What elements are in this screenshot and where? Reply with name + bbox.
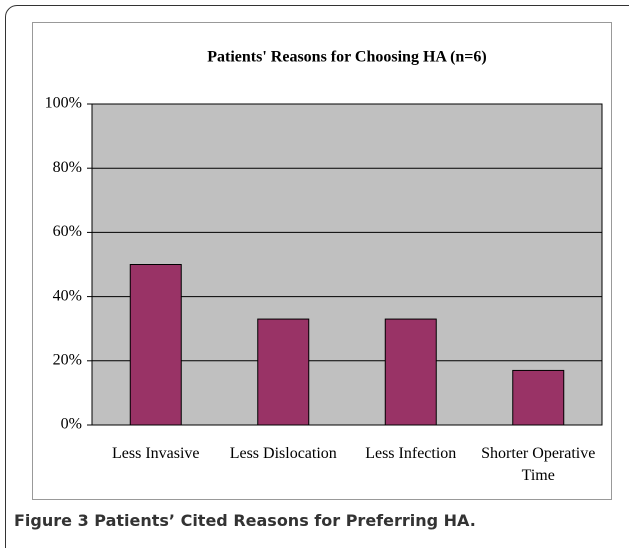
bar: [129, 264, 182, 426]
bar: [384, 318, 437, 426]
chart-frame: [32, 22, 612, 500]
chart-title: Patients' Reasons for Choosing HA (n=6): [207, 49, 487, 66]
bar: [512, 369, 565, 426]
y-tick-label: 60%: [53, 223, 82, 240]
y-tick-label: 20%: [53, 351, 82, 368]
figure-frame: [5, 5, 629, 548]
y-tick-label: 100%: [45, 95, 82, 112]
figure-caption: Figure 3 Patients’ Cited Reasons for Pre…: [14, 511, 476, 530]
x-tick-label: Shorter Operative Time: [481, 445, 596, 484]
caption-label: Figure 3: [14, 511, 89, 530]
y-tick-label: 0%: [61, 416, 82, 433]
plot-border: [91, 103, 603, 426]
y-tick-label: 80%: [53, 159, 82, 176]
x-tick-label: Less Infection: [365, 445, 457, 462]
y-tick-label: 40%: [53, 287, 82, 304]
x-tick-label: Less Invasive: [111, 445, 200, 462]
x-tick-label: Less Dislocation: [229, 445, 337, 462]
caption-text: Patients’ Cited Reasons for Preferring H…: [94, 511, 476, 530]
bar: [257, 318, 310, 426]
